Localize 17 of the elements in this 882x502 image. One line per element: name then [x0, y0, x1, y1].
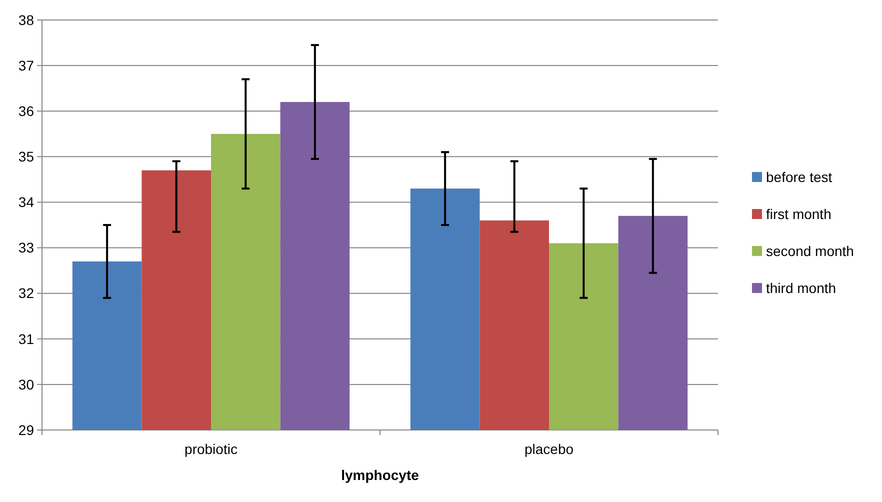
legend-label: third month	[766, 280, 836, 296]
y-tick-label: 37	[18, 57, 34, 74]
x-tick-label: probiotic	[184, 441, 238, 457]
y-tick-label: 38	[18, 12, 34, 28]
y-tick-label: 31	[18, 330, 34, 347]
x-tick-label: placebo	[524, 441, 574, 457]
y-tick-label: 33	[18, 240, 34, 256]
legend-label: second month	[766, 242, 854, 259]
legend-label: first month	[766, 206, 832, 222]
y-tick-label: 35	[18, 148, 34, 165]
y-tick-label: 34	[18, 194, 34, 210]
x-axis-title: lymphocyte	[341, 467, 420, 483]
y-tick-label: 36	[18, 103, 34, 120]
y-tick-label: 32	[18, 285, 34, 302]
legend-label: before test	[766, 168, 832, 185]
y-tick-label: 30	[18, 376, 34, 392]
y-tick-label: 29	[18, 422, 34, 438]
